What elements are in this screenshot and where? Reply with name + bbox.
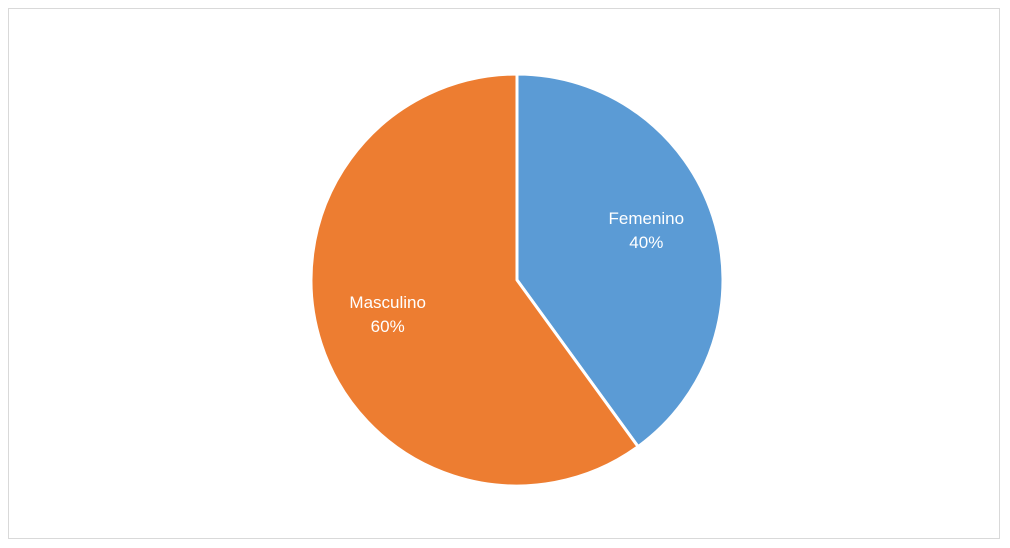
slice-label-masculino: Masculino 60% [349,293,426,336]
pie-slice-femenino [515,72,725,449]
pie-slice-masculino [309,72,640,488]
slice-label-femenino: Femenino 40% [609,209,685,252]
pie-labels: Femenino 40% Masculino 60% [349,209,684,336]
slice-category-masculino: Masculino [349,293,426,312]
slice-percent-masculino: 60% [371,317,405,336]
slice-percent-femenino: 40% [629,233,663,252]
pie-slices [309,72,725,488]
slice-category-femenino: Femenino [609,209,685,228]
